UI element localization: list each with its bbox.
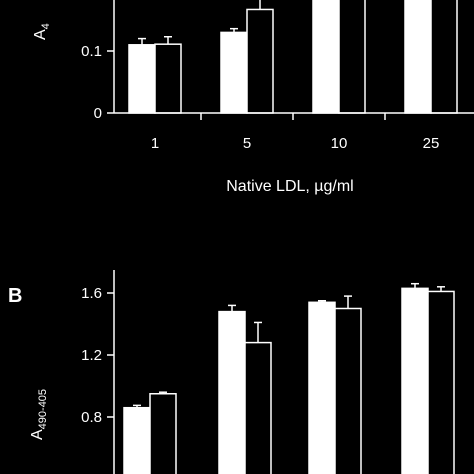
panel-a-bar-10-series-2 <box>338 0 366 114</box>
panel-a-y-axis-label-sub: 4 <box>40 23 52 29</box>
panel-b-y-tick-label-3: 0.8 <box>81 409 102 426</box>
panel-b-y-axis-label-sub: 490-405 <box>37 389 49 429</box>
panel-a-bar-1-series-1 <box>128 44 156 114</box>
panel-b-bar-10-series-1 <box>308 301 336 474</box>
panel-b-y-axis-label: A490-405 <box>29 389 49 440</box>
panel-b-bar-1-series-1 <box>123 406 151 474</box>
panel-a-bar-5-series-2 <box>246 8 274 114</box>
panel-b-y-tick-label-4: 0.4 <box>81 471 102 474</box>
panel-a-bar-25-series-2 <box>430 0 458 114</box>
panel-b-bar-25-series-2 <box>427 290 455 474</box>
panel-a-y-axis-label: A4 <box>32 23 52 40</box>
panel-a-x-tick-label-1: 1 <box>151 135 159 152</box>
panel-b-bar-1-series-2 <box>149 393 177 474</box>
panel-a-x-tick-label-25: 25 <box>423 135 440 152</box>
panel-a-x-axis-label: Native LDL, µg/ml <box>226 178 353 195</box>
panel-a-bar-10-series-1 <box>312 0 340 114</box>
panel-b-y-tick-label-2: 1.2 <box>81 347 102 364</box>
panel-a-bar-1-series-2 <box>154 43 182 114</box>
panel-b-bars <box>123 282 455 474</box>
panel-a-bar-5-series-1 <box>220 31 248 114</box>
panel-b-axes: 1.6 1.2 0.8 0.4 <box>81 270 115 474</box>
panel-a-x-tick-label-5: 5 <box>243 135 251 152</box>
panel-a-x-tick-label-10: 10 <box>331 135 348 152</box>
panel-a-y-tick-label-2: 0.1 <box>81 43 102 60</box>
panel-a-y-axis-label-main: A <box>32 29 49 40</box>
panel-b: B 1.6 1.2 0.8 0.4 A490-405 <box>8 270 455 474</box>
panel-b-bar-10-series-2 <box>334 307 362 474</box>
panel-b-y-axis-label-main: A <box>29 429 46 440</box>
panel-b-letter: B <box>8 285 22 307</box>
panel-b-y-tick-label-1: 1.6 <box>81 285 102 302</box>
panel-b-bar-5-series-1 <box>218 310 246 474</box>
panel-b-bar-25-series-1 <box>401 287 429 474</box>
panel-b-bar-5-series-2 <box>244 341 272 474</box>
panel-a: 1 5 10 25 0 0.1 A4 Native LDL, µg/ml <box>32 0 474 195</box>
panel-a-y-tick-label-1: 0 <box>94 105 102 122</box>
panel-a-bars <box>128 0 458 114</box>
panel-a-axes: 1 5 10 25 0 0.1 <box>81 0 474 152</box>
panel-a-bar-25-series-1 <box>404 0 432 114</box>
